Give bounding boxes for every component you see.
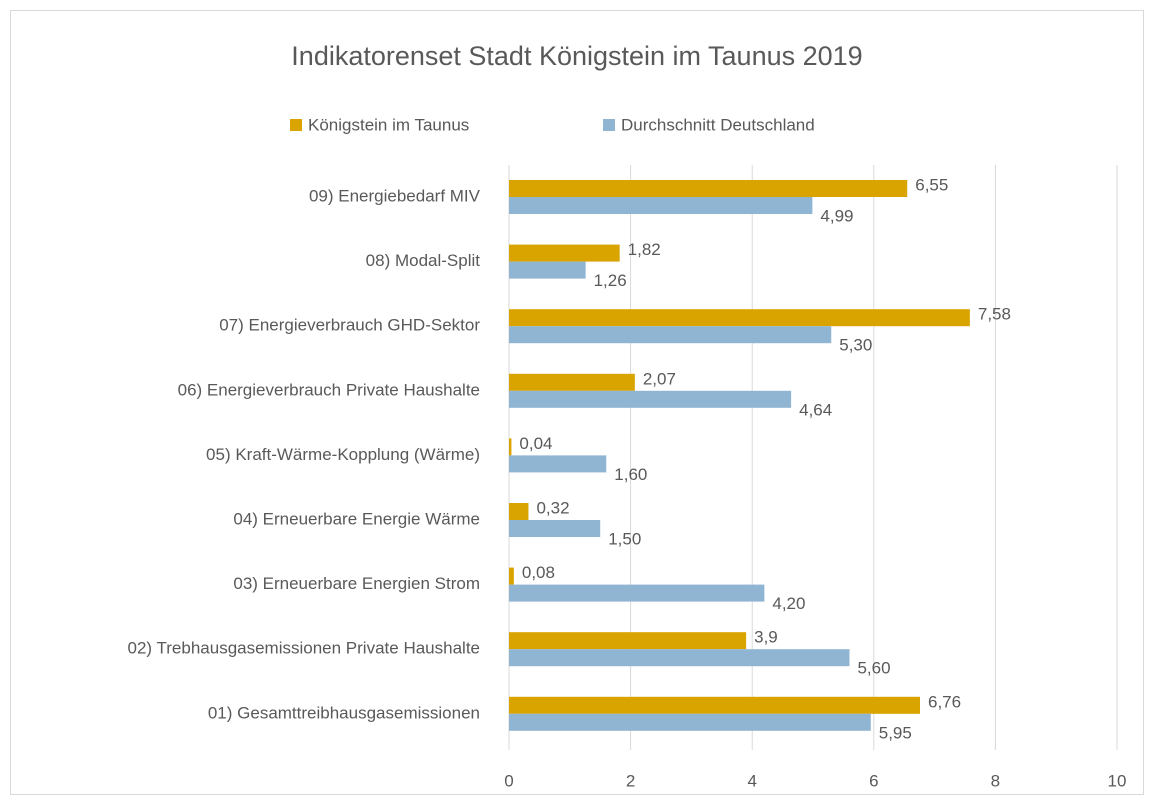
bar — [509, 713, 871, 731]
y-tick-label: 07) Energieverbrauch GHD-Sektor — [219, 316, 480, 335]
y-tick-label: 08) Modal-Split — [366, 251, 481, 270]
value-label: 1,82 — [628, 240, 661, 259]
value-label: 5,60 — [857, 659, 890, 678]
x-tick-label: 6 — [869, 771, 878, 790]
value-label: 5,30 — [839, 336, 872, 355]
value-label: 4,64 — [799, 400, 832, 419]
bar — [509, 649, 850, 667]
bar — [509, 520, 601, 537]
bar — [509, 632, 747, 650]
bar — [509, 180, 908, 197]
value-label: 2,07 — [643, 369, 676, 388]
bar — [509, 438, 512, 456]
bar — [509, 503, 529, 520]
value-label: 1,26 — [594, 271, 627, 290]
bar — [509, 309, 970, 327]
bar — [509, 390, 792, 408]
bar — [509, 373, 635, 391]
value-label: 0,04 — [519, 434, 552, 453]
value-label: 1,60 — [614, 465, 647, 484]
bar — [509, 326, 832, 344]
bar — [509, 197, 813, 214]
value-label: 4,20 — [772, 594, 805, 613]
value-label: 4,99 — [820, 206, 853, 225]
chart-title: Indikatorenset Stadt Königstein im Taunu… — [291, 41, 862, 71]
value-label: 7,58 — [978, 305, 1011, 324]
y-tick-label: 03) Erneuerbare Energien Strom — [233, 574, 480, 593]
legend-swatch — [603, 119, 615, 131]
bar — [509, 261, 586, 279]
value-label: 0,08 — [522, 563, 555, 582]
value-label: 0,32 — [536, 498, 569, 517]
x-tick-label: 10 — [1108, 771, 1127, 790]
value-label: 5,95 — [879, 723, 912, 742]
y-tick-label: 01) Gesamttreibhausgasemissionen — [208, 703, 480, 722]
value-label: 6,55 — [915, 175, 948, 194]
y-tick-label: 04) Erneuerbare Energie Wärme — [233, 509, 480, 528]
x-tick-label: 2 — [626, 771, 635, 790]
y-tick-label: 05) Kraft-Wärme-Kopplung (Wärme) — [206, 445, 480, 464]
bar — [509, 584, 765, 602]
x-tick-label: 0 — [504, 771, 513, 790]
bar — [509, 696, 921, 714]
value-label: 1,50 — [608, 529, 641, 548]
y-tick-label: 06) Energieverbrauch Private Haushalte — [178, 380, 480, 399]
x-tick-label: 4 — [747, 771, 756, 790]
x-tick-label: 8 — [991, 771, 1000, 790]
bar — [509, 244, 620, 262]
y-tick-label: 02) Trebhausgasemissionen Private Hausha… — [128, 639, 480, 658]
legend-label: Durchschnitt Deutschland — [621, 115, 815, 134]
value-label: 6,76 — [928, 692, 961, 711]
bar — [509, 455, 607, 473]
legend-swatch — [290, 119, 302, 131]
bar — [509, 567, 514, 585]
y-tick-label: 09) Energiebedarf MIV — [309, 186, 481, 205]
legend-label: Königstein im Taunus — [308, 115, 469, 134]
value-label: 3,9 — [754, 628, 778, 647]
